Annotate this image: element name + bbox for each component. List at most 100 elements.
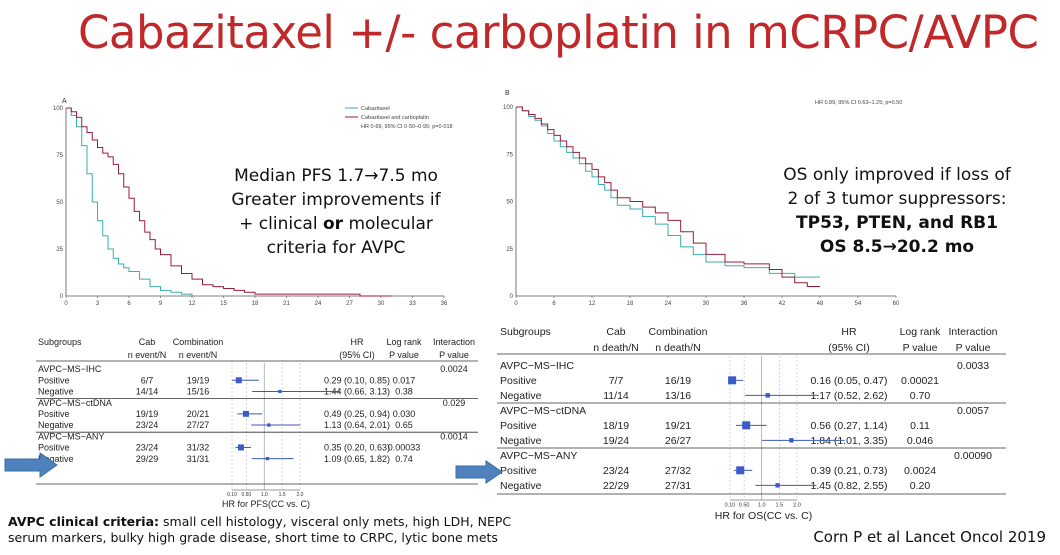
forest-pfs-header-label: Log rank [386,337,422,347]
forest-pfs-logrank-p: 0.030 [393,409,416,419]
forest-os-interaction-p: 0.0057 [957,405,989,417]
highlight-arrow-right [455,460,503,484]
forest-pfs-axis-tick-label: 1.5 [279,492,286,498]
km-os-x-tick-label: 54 [855,301,862,307]
avpc-criteria-label: AVPC clinical criteria: [8,514,160,529]
forest-os-cab-count: 23/24 [603,465,629,477]
forest-pfs-logrank-p: 0.38 [395,387,413,397]
avpc-criteria-note: AVPC clinical criteria: small cell histo… [8,514,528,546]
forest-pfs-hr-ci: 1.09 (0.65, 1.82) [324,454,390,464]
forest-os-hr-ci: 0.56 (0.27, 1.14) [810,420,887,432]
forest-pfs-interaction-p: 0.0024 [440,364,468,374]
km-pfs-legend-cab: Cabazitaxel [361,106,390,112]
forest-pfs-axis-tick-label: 0.50 [241,492,251,498]
forest-pfs-axis-tick-label: 2.0 [297,492,304,498]
km-os-y-tick-label: 0 [510,294,514,300]
km-os-hr-text: HR 0.89, 95% CI 0.63–1.25; p=0.50 [815,100,902,106]
forest-pfs-header-label: HR [351,337,364,347]
forest-pfs-header-label: P value [389,350,419,360]
km-os-panel-letter: B [505,90,510,97]
os-callout: OS only improved if loss of 2 of 3 tumor… [747,163,1047,259]
forest-pfs-hr-point [267,423,271,427]
forest-pfs-comb-count: 31/32 [187,443,210,453]
forest-pfs-header-label: Subgroups [38,337,82,347]
km-pfs-y-tick-label: 75 [56,153,63,159]
forest-os-logrank-p: 0.70 [910,390,931,402]
pfs-callout-line3: + clinical or molecular [239,214,433,234]
forest-pfs-hr-point [278,389,282,394]
forest-os-header-label: Subgroups [500,326,551,338]
forest-os-cab-count: 11/14 [603,390,629,402]
forest-os-logrank-p: 0.11 [910,420,930,432]
km-pfs-x-tick-label: 33 [409,301,416,307]
forest-pfs-axis-tick-label: 1.0 [261,492,268,498]
forest-pfs-hr-point [237,444,244,451]
forest-os-logrank-p: 0.00021 [901,375,939,387]
forest-os-cab-count: 19/24 [603,435,629,447]
forest-os-hr-ci: 1.84 (1.01, 3.35) [810,435,887,447]
km-os-x-tick-label: 36 [741,301,748,307]
forest-os-comb-count: 27/31 [665,480,691,492]
km-os-x-tick-label: 42 [779,301,786,307]
forest-os-header-label: P value [956,342,991,354]
km-pfs-x-tick-label: 12 [189,301,196,307]
forest-os-hr-ci: 0.16 (0.05, 0.47) [810,375,887,387]
km-os-x-tick-label: 30 [703,301,710,307]
forest-pfs-header-label: n event/N [179,350,218,360]
os-callout-line3: TP53, PTEN, and RB1 [796,213,998,233]
forest-pfs-cab-count: 19/19 [136,409,159,419]
forest-pfs-interaction-p: 0.0014 [440,431,468,441]
km-pfs-legend-comb: Cabazitaxel and carboplatin [361,115,429,121]
forest-os-interaction-p: 0.0033 [957,360,989,372]
forest-os-cab-count: 18/19 [603,420,629,432]
forest-pfs-table: Subgroups Cab n event/N Combination n event/… [36,337,478,509]
forest-pfs-header-label: P value [439,350,469,360]
forest-os-header-label: n death/N [655,342,701,354]
km-os-x-tick-label: 60 [893,301,900,307]
km-pfs-x-tick-label: 9 [159,301,163,307]
forest-os-interaction-p: 0.00090 [954,450,992,462]
forest-pfs-hr-ci: 0.35 (0.20, 0.63) [324,443,390,453]
forest-os-table: Subgroups Cab n death/N Combination n death/… [497,326,1006,522]
km-pfs-panel-letter: A [62,98,67,105]
forest-os-comb-count: 16/19 [665,375,691,387]
km-pfs-hr-text: HR 0·69, 95% CI 0·50–0·95; p=0·018 [361,124,453,130]
forest-pfs-row-label: Negative [38,387,74,397]
km-os-y-tick-label: 100 [503,105,514,111]
forest-pfs-row-label: Positive [38,443,70,453]
km-pfs-curve-cabazitaxel [66,107,193,296]
forest-os-group-label: AVPC−MS−ctDNA [500,405,586,417]
forest-os-header-label: Cab [606,326,625,338]
slide-title: Cabazitaxel +/- carboplatin in mCRPC/AVP… [78,6,1039,59]
forest-pfs-header-label: Combination [173,337,224,347]
forest-os-axis-title: HR for OS(CC vs. C) [715,510,812,522]
km-os-x-tick-label: 18 [627,301,634,307]
km-os-x-tick-label: 48 [817,301,824,307]
forest-os-row-label: Positive [500,375,537,387]
forest-os-header-label: n death/N [593,342,639,354]
forest-pfs-header-label: Cab [139,337,156,347]
km-os-x-tick-label: 12 [589,301,596,307]
forest-pfs-cab-count: 6/7 [141,375,154,385]
os-callout-line4: OS 8.5→20.2 mo [819,237,975,257]
km-pfs-x-tick-label: 30 [378,301,385,307]
km-pfs-x-tick-label: 36 [441,301,448,307]
pfs-callout-line1: Median PFS 1.7→7.5 mo [234,166,438,186]
pfs-callout-line2: Greater improvements if [231,190,441,210]
forest-os-hr-ci: 1.45 (0.82, 2.55) [810,480,887,492]
forest-pfs-row-label: Positive [38,409,70,419]
km-os-y-tick-label: 25 [506,247,513,253]
forest-pfs-group-label: AVPC−MS−ANY [38,431,104,441]
forest-pfs-row-label: Negative [38,454,74,464]
forest-pfs-cab-count: 23/24 [136,443,159,453]
forest-os-header-label: HR [841,326,857,338]
km-os-x-tick-label: 0 [514,301,518,307]
forest-os-axis-tick-label: 1.5 [776,503,784,509]
pfs-callout: Median PFS 1.7→7.5 mo Greater improvemen… [222,164,450,260]
forest-os-row-label: Negative [500,435,542,447]
forest-os-axis-tick-label: 0.50 [739,503,750,509]
forest-os-group-label: AVPC−MS−ANY [500,450,577,462]
pfs-callout-line4: criteria for AVPC [266,238,406,258]
forest-os-group-label: AVPC−MS−IHC [500,360,574,372]
